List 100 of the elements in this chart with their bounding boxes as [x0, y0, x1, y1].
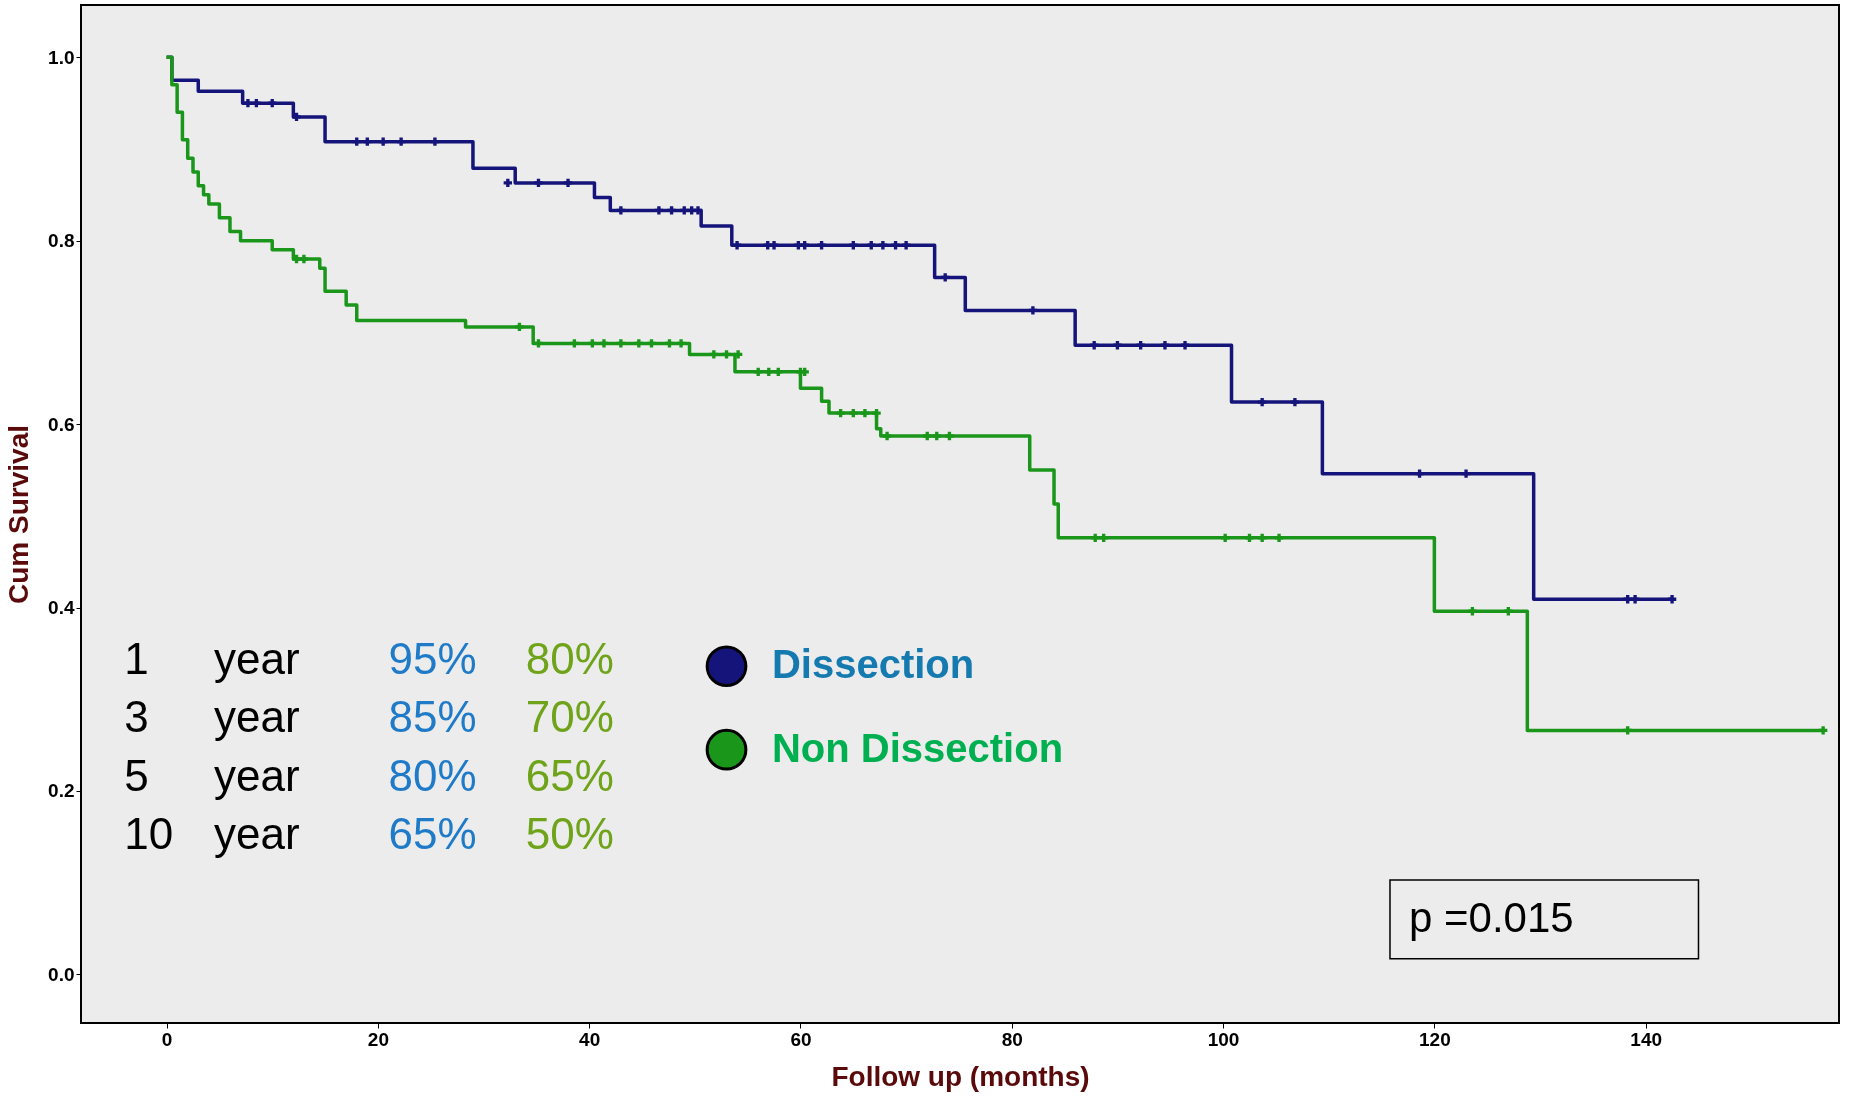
y-tick-label: 0.2	[48, 780, 75, 802]
point	[722, 350, 731, 359]
point	[563, 178, 573, 188]
y-axis-title: Cum Survival	[3, 425, 35, 604]
point	[709, 350, 719, 359]
point	[1667, 595, 1677, 604]
y-tick-label: 0.4	[48, 597, 75, 619]
point	[503, 178, 513, 188]
point	[836, 408, 845, 418]
x-tick-label: 100	[1207, 1028, 1240, 1050]
y-tick-label: 0.0	[48, 963, 75, 985]
point	[616, 206, 626, 215]
annotation: 10	[124, 808, 174, 858]
point	[352, 137, 361, 146]
point	[1180, 341, 1190, 350]
point	[534, 178, 543, 188]
point	[1113, 341, 1122, 350]
x-tick-label: 20	[367, 1028, 389, 1050]
point	[1818, 726, 1828, 735]
point	[292, 254, 301, 264]
point	[1221, 533, 1230, 543]
point	[891, 241, 900, 250]
point	[932, 431, 941, 441]
annotation: 50%	[525, 808, 614, 858]
point	[693, 206, 703, 215]
annotation: year	[214, 633, 300, 683]
x-tick-label: 80	[1001, 1028, 1023, 1050]
point	[733, 350, 743, 359]
point	[430, 137, 440, 146]
point	[901, 241, 911, 250]
x-tick-label: 40	[579, 1028, 601, 1050]
point	[515, 322, 524, 332]
point	[1504, 607, 1513, 616]
legend-label: Non Dissection	[771, 725, 1064, 770]
point	[599, 339, 609, 348]
point	[243, 98, 253, 108]
point	[378, 137, 388, 146]
annotation: 70%	[525, 692, 614, 742]
point	[732, 241, 742, 250]
x-tick-label: 60	[790, 1028, 812, 1050]
annotation: year	[214, 692, 300, 742]
annotation: 5	[124, 751, 149, 801]
x-tick-label: 0	[161, 1028, 173, 1050]
annotation: 65%	[525, 751, 614, 801]
legend-label: Dissection	[771, 642, 975, 687]
point	[667, 206, 676, 215]
point	[647, 339, 656, 348]
point	[676, 339, 686, 348]
point	[570, 339, 579, 348]
annotation: year	[214, 808, 300, 858]
point	[882, 431, 892, 441]
point	[774, 367, 783, 377]
point	[923, 431, 932, 441]
x-tick-label: 120	[1419, 1028, 1451, 1050]
annotation: 85%	[388, 692, 477, 742]
point	[941, 273, 950, 282]
point	[1091, 533, 1100, 543]
point	[292, 112, 301, 122]
point	[396, 137, 406, 146]
point	[1245, 533, 1254, 543]
point	[299, 254, 309, 264]
point	[872, 408, 881, 418]
point	[616, 339, 626, 348]
point	[665, 339, 674, 348]
point	[1099, 533, 1108, 543]
annotation: 80%	[388, 751, 477, 801]
point	[945, 431, 954, 441]
annotation: 65%	[388, 808, 477, 858]
point	[1274, 533, 1284, 543]
y-tick-label: 0.6	[48, 413, 75, 435]
y-tick-label: 0.8	[48, 230, 75, 252]
point	[634, 339, 644, 348]
point	[1136, 341, 1145, 350]
point	[252, 98, 261, 108]
point	[1461, 469, 1471, 478]
point	[1290, 397, 1300, 407]
annotation: 95%	[388, 633, 477, 683]
point	[363, 137, 372, 146]
point	[1623, 726, 1632, 735]
x-tick-label: 140	[1630, 1028, 1663, 1050]
point	[1160, 341, 1170, 350]
point	[849, 408, 858, 418]
annotation: year	[214, 751, 300, 801]
point	[764, 367, 773, 377]
point	[1028, 306, 1038, 315]
point	[860, 408, 870, 418]
point	[1415, 469, 1424, 478]
x-axis-title: Follow up (months)	[831, 1060, 1090, 1092]
point	[534, 339, 543, 348]
y-tick-label: 1.0	[48, 46, 75, 68]
point	[754, 367, 763, 377]
point	[1630, 595, 1640, 604]
point	[817, 241, 826, 250]
annotation: 80%	[525, 633, 614, 683]
point	[769, 241, 779, 250]
point	[878, 241, 888, 250]
point	[1257, 533, 1267, 543]
annotation: 3	[124, 692, 149, 742]
annotation: 1	[124, 633, 149, 683]
point	[268, 98, 277, 108]
